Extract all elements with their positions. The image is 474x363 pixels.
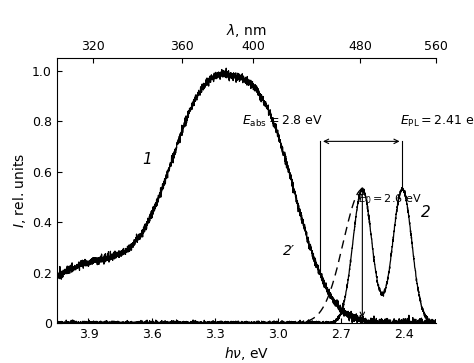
Text: $E_0 = 2.6$ eV: $E_0 = 2.6$ eV [358,192,422,205]
Y-axis label: $I$, rel. units: $I$, rel. units [11,153,28,228]
Text: 1: 1 [143,152,152,167]
X-axis label: $h\nu$, eV: $h\nu$, eV [224,345,269,362]
Text: 2: 2 [420,205,430,220]
Text: $E_\mathrm{PL} = 2.41$ eV: $E_\mathrm{PL} = 2.41$ eV [400,114,474,129]
Text: 2′: 2′ [283,244,295,258]
Text: $E_\mathrm{abs} = 2.8$ eV: $E_\mathrm{abs} = 2.8$ eV [242,114,322,129]
X-axis label: $\lambda$, nm: $\lambda$, nm [226,22,267,39]
